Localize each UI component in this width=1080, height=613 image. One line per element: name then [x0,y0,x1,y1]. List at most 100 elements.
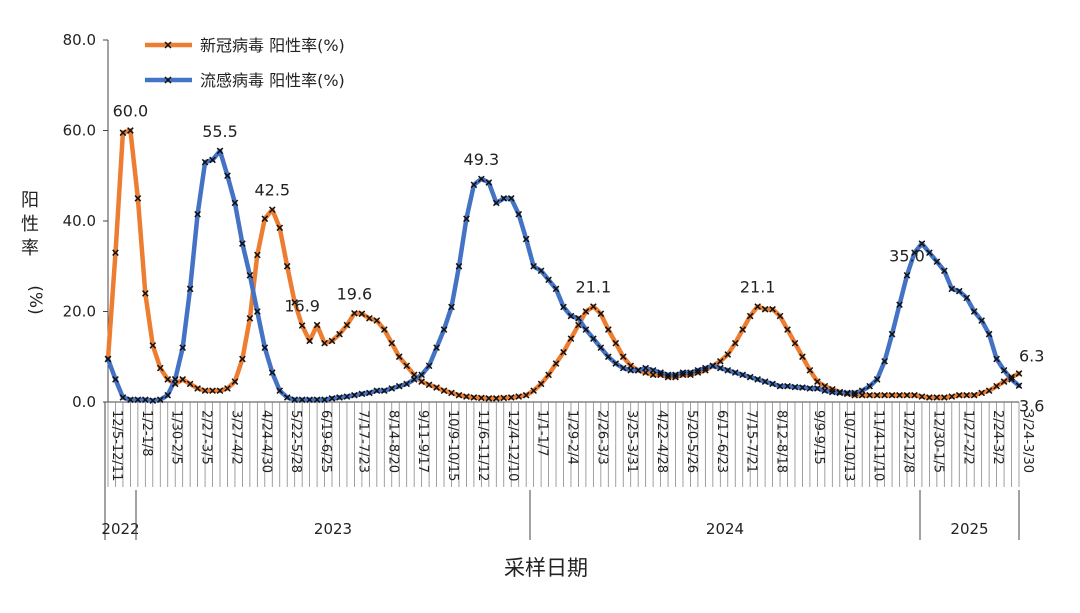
covid-point [978,389,985,397]
covid-point [149,342,157,349]
covid-point [590,303,597,310]
covid-point [313,321,321,329]
influenza-point [552,285,560,293]
influenza-point [858,387,866,395]
year-label: 2022 [101,520,139,538]
data-label: 49.3 [464,150,500,169]
influenza-point [186,285,194,293]
covid-point [433,384,440,391]
influenza-point [731,369,739,376]
covid-point [1015,370,1023,377]
influenza-point [612,360,620,367]
influenza-point [761,378,769,385]
influenza-point [896,301,903,309]
x-tick-label: 3/25-3/31 [624,410,639,473]
influenza-point [567,312,575,320]
influenza-point [604,353,612,361]
influenza-point [351,391,358,399]
x-tick-label: 4/22-4/28 [654,410,669,473]
covid-point [328,337,336,345]
influenza-point [194,210,201,218]
x-tick-label: 1/30-2/5 [169,410,184,465]
influenza-point [672,371,679,379]
covid-point [500,394,508,402]
covid-point [194,385,201,392]
x-tick-label: 9/9-9/15 [811,410,826,465]
influenza-point [687,369,694,376]
influenza-point [366,389,373,397]
covid-point [492,395,500,402]
covid-point [672,373,679,381]
x-tick-label: 1/29-2/4 [565,410,580,465]
covid-point [336,330,343,338]
influenza-point [970,308,978,315]
covid-point [112,249,119,257]
influenza-point [492,199,500,207]
covid-point [283,262,291,270]
covid-point [186,380,194,388]
influenza-point [590,335,597,342]
legend: 新冠病毒 阳性率(%) 流感病毒 阳性率(%) [145,36,345,90]
x-tick-label: 5/20-5/26 [684,410,699,473]
covid-point [694,369,702,376]
covid-point [985,387,993,395]
covid-point [306,337,313,345]
influenza-point [739,371,747,379]
covid-point [799,353,806,361]
x-tick-label: 9/11-9/17 [415,410,430,473]
y-axis-title: 阳性率 [21,190,39,259]
influenza-point [388,385,396,392]
covid-point [955,391,963,399]
covid-point [463,393,470,400]
covid-point [522,391,530,399]
influenza-point [881,357,888,365]
covid-point [791,339,799,347]
influenza-point [716,364,724,372]
covid-point [739,326,747,333]
influenza-point [702,364,709,372]
x-tick-label: 1/1-1/7 [535,410,550,457]
axes: 0.0 20.0 40.0 60.0 80.0 阳性率 (%) 12/5-12/11 1/2-1… [21,31,1035,540]
influenza-point [679,369,687,376]
covid-point [254,251,261,259]
covid-point [261,215,269,223]
covid-point [575,321,582,329]
influenza-point [373,387,381,395]
covid-point [156,364,164,372]
influenza-point [791,383,799,391]
covid-point [246,314,254,322]
legend-label: 新冠病毒 阳性率(%) [200,36,345,55]
covid-point [216,387,224,395]
influenza-point [828,388,836,396]
data-label: 21.1 [576,278,612,297]
influenza-point [746,373,754,381]
influenza-point [545,276,552,284]
x-tick-label: 12/5-12/11 [109,410,124,481]
x-tick-label: 3/27-4/2 [228,410,243,465]
covid-point [903,391,911,399]
legend-marker [164,76,172,84]
covid-point [567,335,575,342]
x-tick-label: 8/14-8/20 [385,410,400,473]
influenza-point [836,389,844,397]
covid-point [448,389,455,397]
covid-point [134,195,142,202]
covid-point [537,380,545,388]
covid-point [298,322,306,329]
influenza-point [127,396,134,404]
influenza-point [784,382,791,390]
data-label: 6.3 [1019,346,1044,365]
covid-point [380,326,388,333]
covid-point [687,371,694,379]
influenza-point [754,376,761,383]
influenza-point [619,364,627,372]
influenza-point [313,396,321,404]
influenza-point [955,287,963,295]
covid-point [224,385,231,392]
influenza-point [926,249,933,257]
influenza-point [582,326,590,333]
covid-point [366,314,373,322]
influenza-point [806,385,814,392]
influenza-point [119,394,127,401]
influenza-point [261,344,269,352]
